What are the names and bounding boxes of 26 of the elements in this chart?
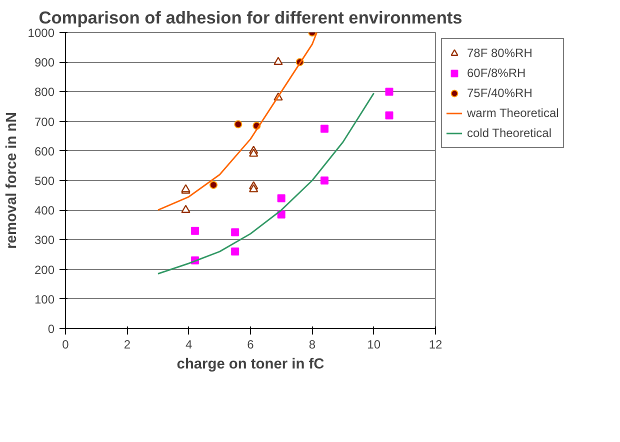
- x-tick-label: 6: [247, 338, 254, 352]
- x-tick-label: 8: [308, 338, 316, 352]
- y-tick-label: 0: [48, 322, 55, 336]
- legend-label: cold Theoretical: [467, 126, 552, 140]
- x-tick-label: 10: [367, 338, 381, 352]
- y-tick-label: 500: [34, 174, 55, 188]
- chart-title: Comparison of adhesion for different environments: [38, 8, 462, 28]
- legend-label: 78F 80%RH: [467, 46, 532, 60]
- legend-label: 60F/8%RH: [467, 66, 526, 80]
- legend-label: 75F/40%RH: [467, 86, 532, 100]
- y-tick-label: 1000: [28, 26, 55, 40]
- y-tick-label: 400: [34, 204, 55, 218]
- y-tick-label: 600: [34, 144, 55, 158]
- y-tick-label: 100: [34, 292, 55, 306]
- y-axis-title: removal force in nN: [4, 112, 20, 249]
- y-tick-label: 300: [34, 233, 55, 248]
- legend-label: warm Theoretical: [467, 106, 559, 120]
- x-tick-label: 0: [62, 338, 70, 352]
- x-tick-label: 4: [185, 338, 192, 352]
- x-tick-label: 12: [428, 338, 442, 352]
- y-tick-label: 700: [34, 114, 55, 129]
- y-tick-label: 900: [34, 56, 55, 70]
- y-tick-label: 200: [34, 262, 55, 277]
- x-tick-label: 2: [124, 338, 131, 352]
- y-tick-label: 800: [34, 85, 55, 100]
- x-axis-title: charge on toner in fC: [176, 356, 325, 372]
